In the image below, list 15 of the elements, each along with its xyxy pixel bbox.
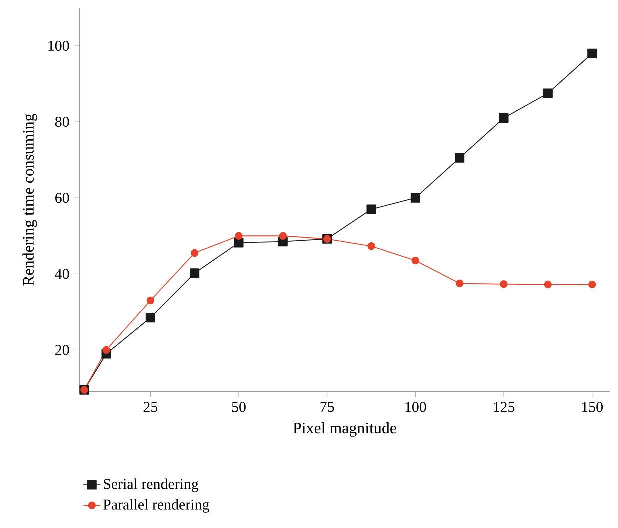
x-tick-label: 50: [232, 402, 246, 412]
legend-label: Parallel rendering: [104, 499, 210, 513]
y-tick-label: 20: [56, 345, 70, 356]
y-tick-label: 60: [56, 193, 70, 204]
y-tick-label: 80: [55, 117, 70, 128]
x-tick-label: 75: [320, 402, 334, 412]
x-tick-label: 25: [144, 402, 158, 412]
y-tick-label: 100: [48, 40, 70, 52]
x-tick-label: 125: [494, 402, 515, 412]
y-axis-title: Rendering time consuming: [22, 114, 38, 286]
x-tick-label: 100: [406, 402, 426, 412]
x-tick-label: 150: [582, 402, 603, 412]
legend-label: Serial rendering: [104, 478, 199, 492]
y-tick-label: 40: [55, 269, 70, 280]
x-axis-title: Pixel magnitude: [293, 422, 396, 437]
